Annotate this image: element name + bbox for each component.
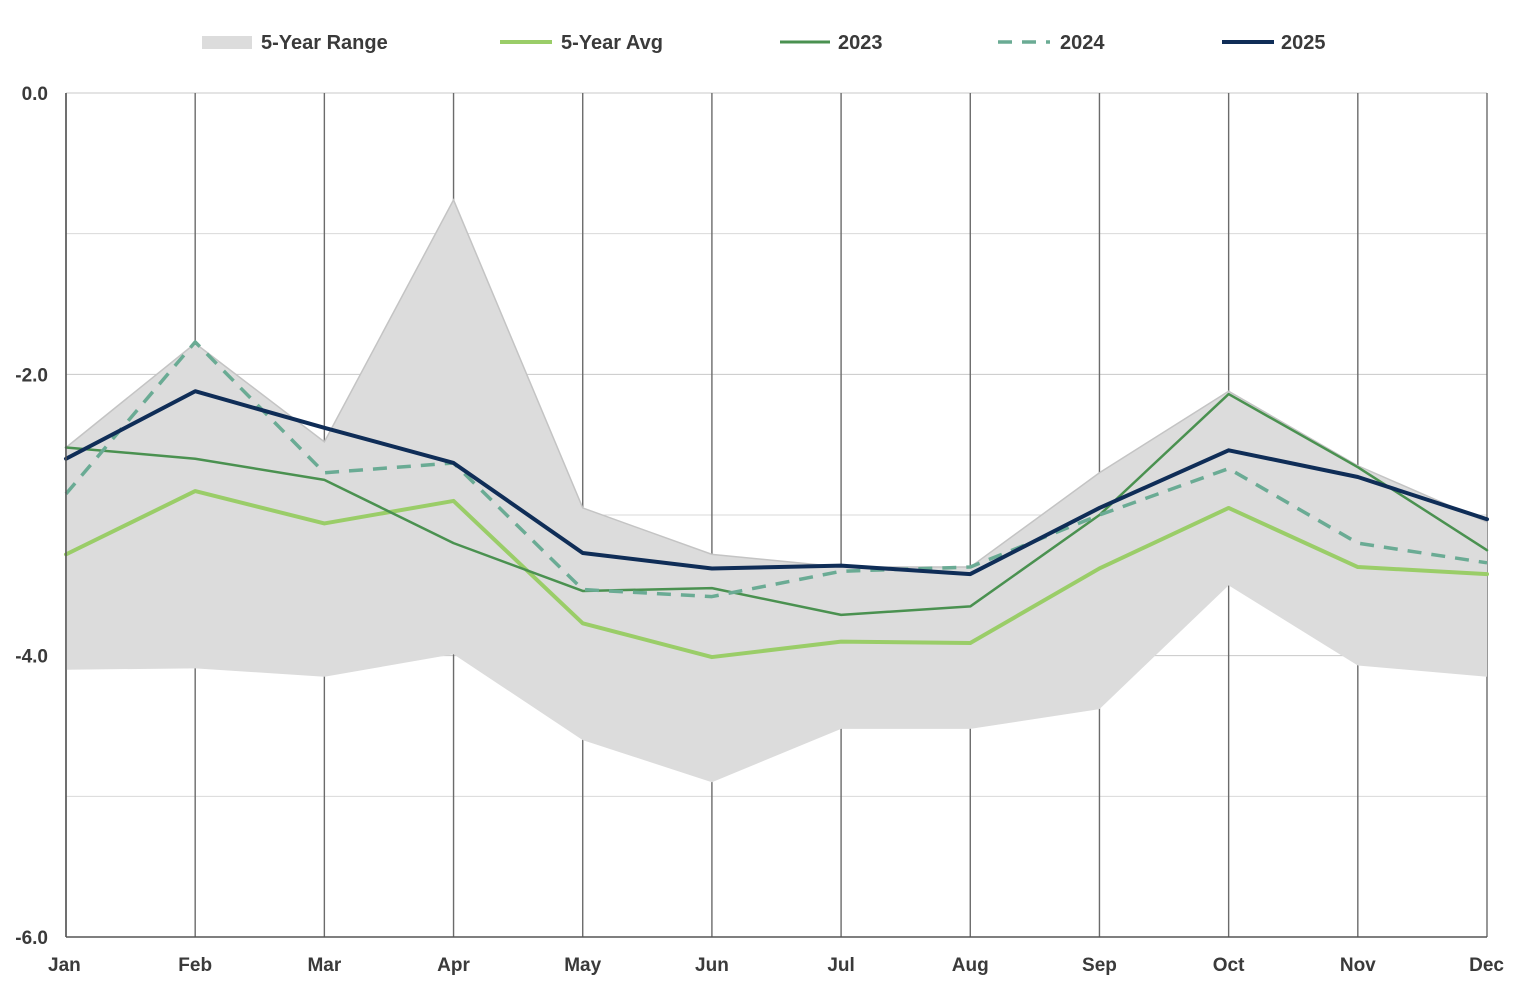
range-upper-edge <box>65 198 1488 568</box>
series-line-2023 <box>64 392 1489 617</box>
x-tick-label-may: May <box>564 955 601 976</box>
x-tick-label-feb: Feb <box>178 955 212 976</box>
series-line-2025 <box>64 389 1489 577</box>
x-tick-label-jan: Jan <box>48 955 81 976</box>
legend-label-5-year-avg: 5-Year Avg <box>561 32 663 54</box>
y-tick-label: -4.0 <box>15 647 48 668</box>
range-area-layer <box>65 198 1488 783</box>
legend-item-2024: 2024 <box>998 32 1105 54</box>
series-line-5-year-avg <box>64 489 1489 660</box>
legend-item-2025: 2025 <box>1222 32 1326 54</box>
legend-item-5-year-avg: 5-Year Avg <box>500 32 663 54</box>
legend-label-2024: 2024 <box>1060 32 1105 54</box>
series-lines-layer <box>64 340 1489 660</box>
legend-label-5-year-range: 5-Year Range <box>261 32 388 54</box>
range-area <box>66 199 1487 783</box>
y-axis-tick-labels: 0.0 -2.0 -4.0 -6.0 <box>15 84 48 949</box>
legend-item-2023: 2023 <box>780 32 883 54</box>
legend-item-5-year-range: 5-Year Range <box>202 32 388 54</box>
legend: 5-Year Range 5-Year Avg 2023 2024 2025 <box>202 32 1326 54</box>
legend-label-2025: 2025 <box>1281 32 1326 54</box>
legend-swatch-5-year-range <box>202 36 252 49</box>
x-tick-label-sep: Sep <box>1082 955 1117 976</box>
x-tick-label-jul: Jul <box>827 955 854 976</box>
x-tick-label-nov: Nov <box>1340 955 1376 976</box>
axes <box>65 93 1487 938</box>
y-tick-label: -2.0 <box>15 365 48 386</box>
y-tick-label: 0.0 <box>22 84 48 105</box>
x-tick-label-apr: Apr <box>437 955 470 976</box>
y-tick-label: -6.0 <box>15 928 48 949</box>
series-line-2024 <box>64 340 1488 599</box>
x-tick-label-aug: Aug <box>952 955 989 976</box>
x-tick-label-dec: Dec <box>1469 955 1504 976</box>
x-tick-label-jun: Jun <box>695 955 729 976</box>
x-tick-label-oct: Oct <box>1213 955 1245 976</box>
x-axis-tick-labels: Jan Feb Mar Apr May Jun Jul Aug Sep Oct Nov Dec <box>48 955 1504 976</box>
x-tick-label-mar: Mar <box>307 955 341 976</box>
legend-label-2023: 2023 <box>838 32 883 54</box>
